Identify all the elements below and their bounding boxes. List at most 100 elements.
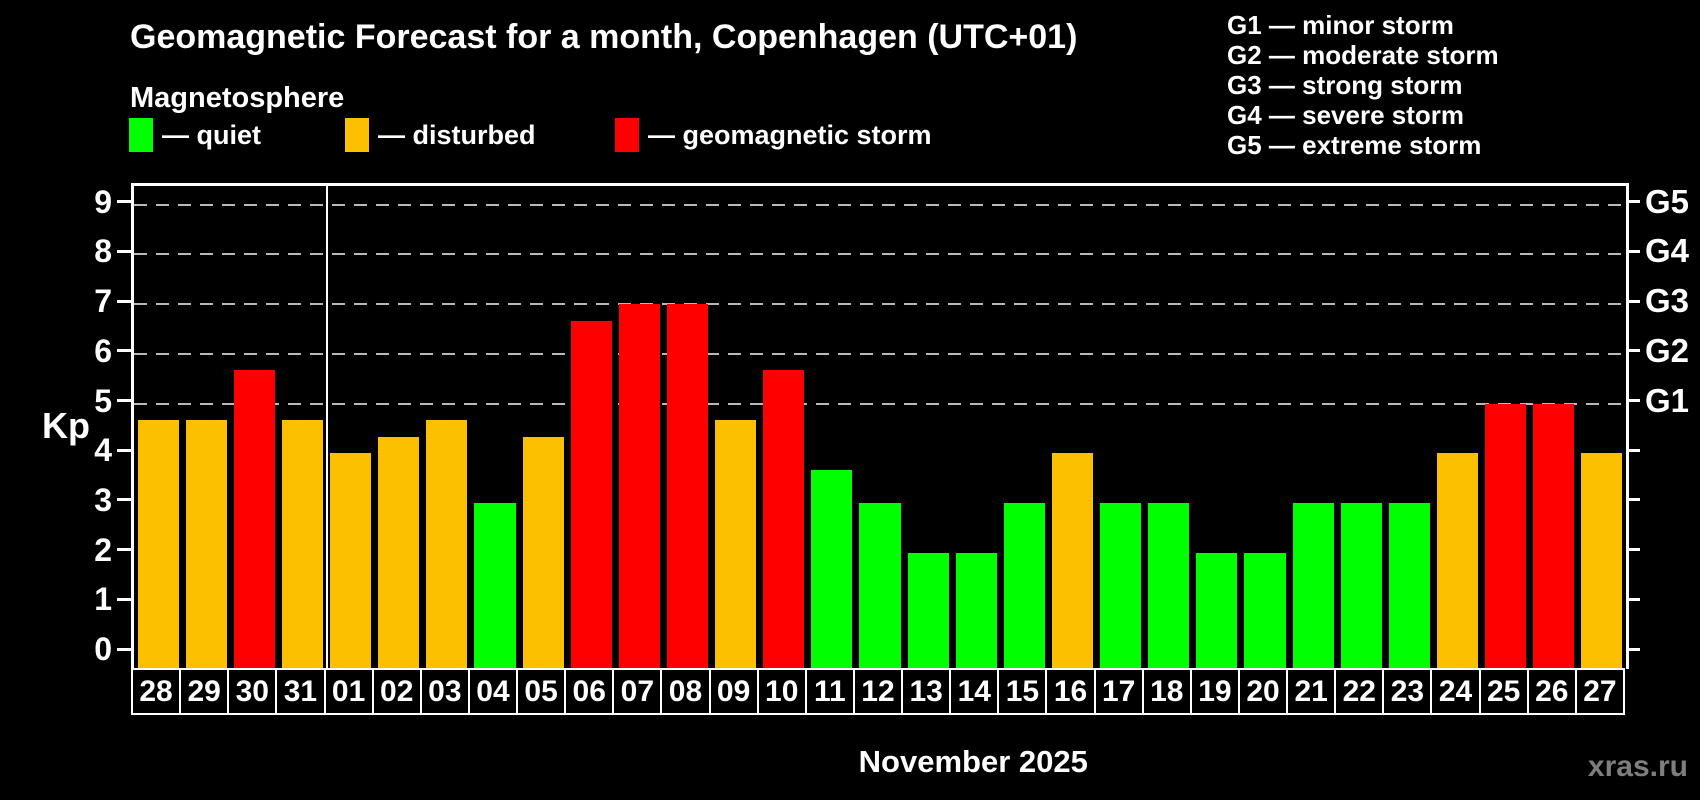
day-label-22: 22 <box>1334 668 1385 715</box>
disturbed-legend-swatch-icon <box>345 118 369 152</box>
y-axis-tick <box>117 349 131 353</box>
day-label-15: 15 <box>997 668 1048 715</box>
day-label-31: 31 <box>275 668 326 715</box>
storm-legend-label: — geomagnetic storm <box>648 120 932 150</box>
y-axis-label: Kp <box>42 405 90 446</box>
day-label-14: 14 <box>949 668 1000 715</box>
day-label-27: 27 <box>1574 668 1625 715</box>
kp-bar-day-04 <box>474 502 516 669</box>
kp-bar-day-10 <box>763 370 805 669</box>
day-label-23: 23 <box>1382 668 1433 715</box>
kp-bar-day-17 <box>1100 502 1142 669</box>
kp-bar-day-01 <box>330 453 372 669</box>
g-scale-legend: G1 — minor storm G2 — moderate storm G3 — … <box>1227 10 1499 160</box>
day-label-05: 05 <box>516 668 567 715</box>
day-label-10: 10 <box>756 668 807 715</box>
disturbed-legend-label: — disturbed <box>378 120 536 150</box>
y-axis-tick-label: 1 <box>94 581 112 618</box>
day-label-30: 30 <box>227 668 278 715</box>
g-legend-line: G1 — minor storm <box>1227 10 1454 40</box>
day-label-26: 26 <box>1526 668 1577 715</box>
kp-bar-day-13 <box>907 552 949 669</box>
kp-bar-day-22 <box>1340 502 1382 669</box>
day-label-02: 02 <box>371 668 422 715</box>
g-scale-label-g1: G1 <box>1645 381 1690 419</box>
gridline-kp8 <box>134 253 1626 256</box>
day-label-04: 04 <box>467 668 519 715</box>
month-separator-line <box>325 186 328 669</box>
kp-bar-day-29 <box>185 419 227 669</box>
gridline-kp7 <box>134 303 1626 306</box>
kp-bar-day-14 <box>955 552 997 669</box>
y-axis-tick <box>117 399 131 402</box>
y-axis-tick-label: 8 <box>94 233 112 270</box>
day-label-09: 09 <box>708 668 759 715</box>
day-label-24: 24 <box>1430 668 1481 715</box>
y-axis-tick-label: 6 <box>94 332 112 369</box>
y-axis-tick <box>117 249 131 253</box>
y-axis-tick-label: 2 <box>94 531 112 568</box>
kp-bar-day-24 <box>1436 453 1479 669</box>
kp-bar-day-03 <box>426 419 468 669</box>
day-label-25: 25 <box>1478 668 1529 715</box>
day-label-16: 16 <box>1045 668 1096 715</box>
day-label-28: 28 <box>131 668 182 715</box>
page-title: Geomagnetic Forecast for a month, Copenh… <box>130 18 1078 56</box>
y-axis-tick <box>117 200 131 204</box>
g-legend-line: G2 — moderate storm <box>1227 40 1499 70</box>
kp-bar-day-16 <box>1051 453 1094 669</box>
right-axis-tick <box>1626 200 1640 204</box>
y-axis-tick <box>117 498 131 502</box>
watermark: xras.ru <box>1587 750 1688 783</box>
y-axis-tick-label: 0 <box>94 631 112 667</box>
quiet-legend-swatch-icon <box>129 118 153 152</box>
right-axis-tick <box>1626 647 1640 651</box>
kp-bar-day-20 <box>1244 552 1286 669</box>
quiet-legend-label: — quiet <box>162 120 261 150</box>
g-scale-label-g4: G4 <box>1645 232 1690 270</box>
chart-subtitle: Magnetosphere <box>130 82 345 114</box>
kp-bar-day-15 <box>1003 502 1045 669</box>
day-label-08: 08 <box>660 668 711 715</box>
y-axis-tick-label: 3 <box>94 481 112 518</box>
g-legend-line: G5 — extreme storm <box>1227 130 1482 160</box>
kp-bar-day-18 <box>1148 502 1190 669</box>
storm-legend-swatch-icon <box>615 118 639 152</box>
y-axis-tick <box>117 448 131 452</box>
kp-bar-day-02 <box>378 436 420 669</box>
kp-bar-day-05 <box>522 436 564 669</box>
y-axis-tick <box>117 647 131 651</box>
right-axis-tick <box>1626 498 1640 502</box>
gridline-kp9 <box>134 203 1626 206</box>
kp-bar-day-08 <box>666 304 709 669</box>
y-axis-tick <box>117 299 131 303</box>
right-axis-tick <box>1626 249 1640 253</box>
day-label-29: 29 <box>179 668 230 715</box>
kp-bar-day-07 <box>618 304 660 669</box>
day-label-19: 19 <box>1189 668 1240 715</box>
day-label-20: 20 <box>1237 668 1289 715</box>
kp-bar-day-06 <box>570 320 612 669</box>
kp-bar-day-31 <box>281 419 323 669</box>
y-axis-tick-label: 7 <box>94 283 112 320</box>
y-axis-tick-label: 5 <box>94 382 112 419</box>
kp-bar-day-25 <box>1485 403 1527 669</box>
day-label-21: 21 <box>1286 668 1337 715</box>
day-label-13: 13 <box>901 668 952 715</box>
right-axis-tick <box>1626 399 1640 402</box>
y-axis-tick <box>117 597 131 601</box>
kp-bar-day-26 <box>1533 403 1575 669</box>
right-axis-tick <box>1626 448 1640 452</box>
g-scale-label-g2: G2 <box>1645 331 1690 369</box>
kp-bar-day-21 <box>1292 502 1334 669</box>
g-legend-line: G3 — strong storm <box>1227 70 1463 100</box>
kp-bar-day-23 <box>1388 502 1430 669</box>
kp-bar-day-30 <box>233 370 275 669</box>
y-axis-tick-label: 9 <box>94 183 112 220</box>
g-legend-line: G4 — severe storm <box>1227 100 1465 130</box>
gridline-kp6 <box>134 352 1626 355</box>
y-axis-tick <box>117 548 131 552</box>
kp-bar-day-12 <box>859 502 901 669</box>
kp-bar-day-11 <box>811 469 853 669</box>
